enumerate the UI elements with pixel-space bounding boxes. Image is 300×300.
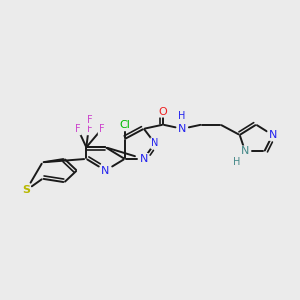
Text: N: N <box>241 146 249 156</box>
Text: N: N <box>140 154 148 164</box>
Text: N: N <box>101 166 110 176</box>
Text: N: N <box>178 124 186 134</box>
Text: F: F <box>75 124 81 134</box>
Text: S: S <box>22 185 30 195</box>
Text: H: H <box>178 111 186 122</box>
Text: F: F <box>87 115 93 125</box>
Text: N: N <box>151 138 158 148</box>
Text: O: O <box>159 107 167 117</box>
Text: F: F <box>99 124 104 134</box>
Text: H: H <box>233 157 241 166</box>
Text: N: N <box>268 130 277 140</box>
Text: Cl: Cl <box>119 120 130 130</box>
Text: F: F <box>87 124 93 134</box>
